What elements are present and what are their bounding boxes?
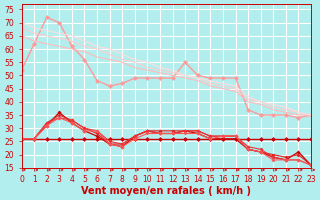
X-axis label: Vent moyen/en rafales ( km/h ): Vent moyen/en rafales ( km/h ) — [81, 186, 251, 196]
